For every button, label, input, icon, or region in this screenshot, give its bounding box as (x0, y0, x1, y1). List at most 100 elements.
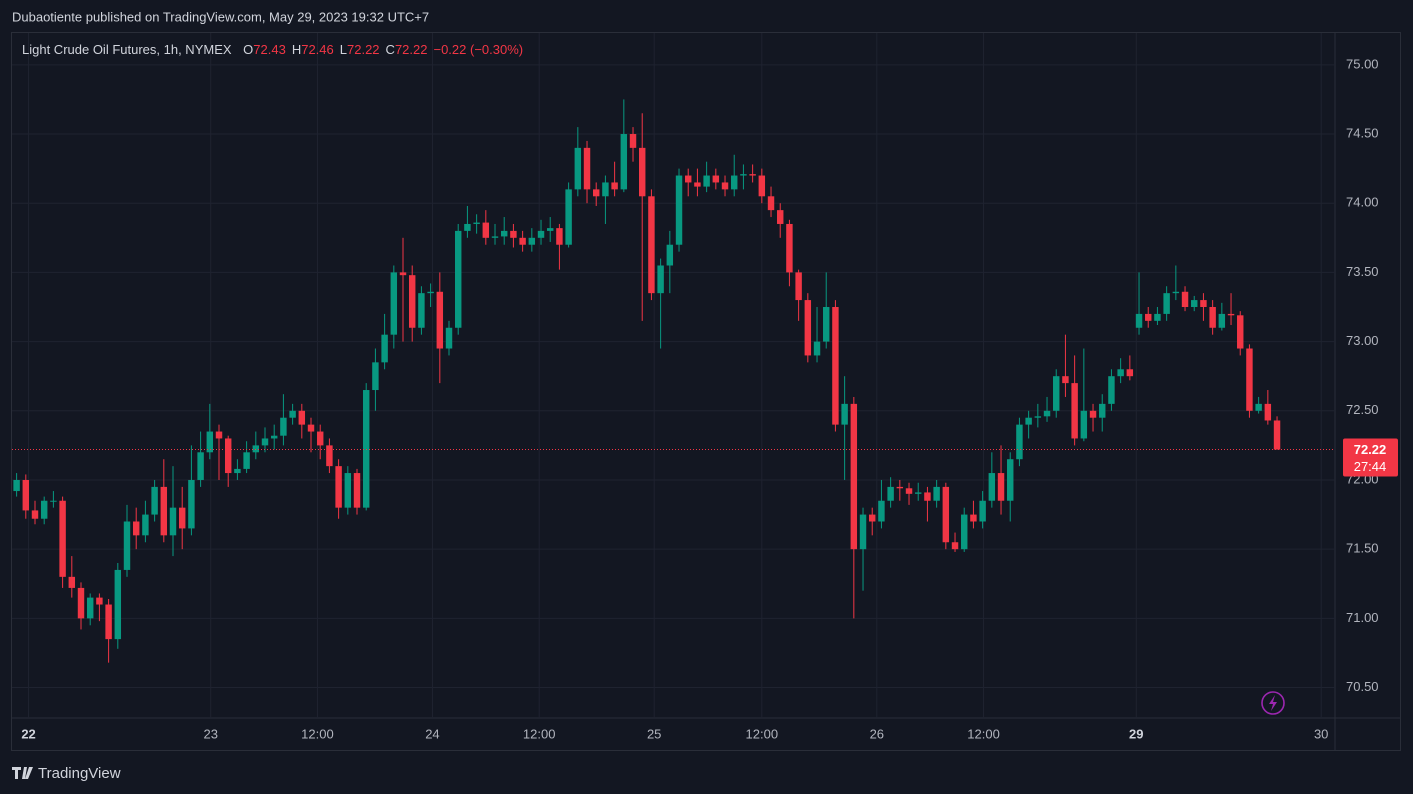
candle-body (942, 486, 950, 543)
candle-body (1218, 313, 1226, 328)
candle-body (997, 473, 1005, 501)
candle-body (850, 403, 858, 550)
x-tick-label: 12:00 (746, 726, 779, 741)
x-tick-label: 23 (203, 726, 217, 741)
candle-body (316, 431, 324, 446)
candle-body (261, 438, 269, 446)
candle-body (961, 514, 968, 550)
candle-body (326, 445, 333, 467)
candle-body (859, 514, 867, 550)
candle-body (31, 510, 39, 519)
candle-body (869, 514, 876, 522)
candle-body (804, 300, 812, 356)
candle-body (878, 500, 885, 522)
candle-body (142, 514, 149, 536)
candle-body (215, 431, 223, 439)
candle-body (22, 479, 30, 511)
candle-body (1200, 300, 1207, 307)
candle-body (151, 486, 158, 515)
candle-body (813, 341, 821, 356)
x-tick-label: 25 (647, 726, 661, 741)
candle-body (1246, 348, 1253, 411)
candle-body (454, 230, 462, 328)
candle-body (841, 403, 848, 425)
candle-body (381, 334, 388, 363)
candle-body (289, 410, 296, 418)
candle-body (169, 507, 177, 536)
legend-label: H (292, 42, 301, 57)
candle-body (1163, 293, 1170, 314)
candle-body (602, 182, 609, 197)
candle-body (1264, 403, 1272, 421)
candle-body (970, 514, 977, 522)
candle-body (519, 237, 526, 245)
candle-body (887, 486, 894, 501)
candle-body (1071, 383, 1078, 439)
candle-body (1089, 410, 1097, 418)
candle-body (298, 410, 306, 425)
candle-body (767, 196, 775, 211)
x-tick-label: 30 (1314, 726, 1328, 741)
legend-label: L (340, 42, 347, 57)
candle-body (1080, 410, 1088, 439)
candle-body (96, 597, 103, 605)
lightning-icon[interactable] (1261, 691, 1285, 715)
legend: Light Crude Oil Futures, 1h, NYMEX O72.4… (22, 42, 523, 57)
candle-body (537, 230, 545, 238)
candle-body (712, 175, 720, 183)
candle-body (1053, 376, 1060, 411)
candle-body (1145, 313, 1152, 321)
candle-body (1016, 424, 1023, 460)
candle-body (335, 466, 342, 508)
candle-body (740, 174, 747, 176)
legend-value: 72.22 (347, 42, 380, 57)
candle-body (473, 222, 480, 224)
candle-body (592, 189, 600, 197)
candle-body (905, 488, 913, 494)
candle-body (657, 265, 664, 294)
candle-body (86, 597, 94, 619)
candle-body (464, 223, 471, 231)
candle-body (1007, 459, 1014, 501)
candle-body (362, 390, 370, 508)
candle-body (795, 272, 802, 301)
candle-body (50, 500, 57, 502)
y-tick-label: 75.00 (1346, 56, 1379, 71)
y-tick-label: 73.50 (1346, 264, 1379, 279)
x-tick-label: 22 (21, 726, 35, 741)
candle-body (574, 147, 582, 190)
y-tick-label: 71.00 (1346, 610, 1379, 625)
candle-body (666, 244, 674, 266)
candle-body (988, 473, 996, 501)
candle-body (583, 147, 591, 190)
plot (12, 33, 1335, 718)
candle-body (408, 275, 416, 328)
candle-body (694, 182, 701, 187)
candle-body (197, 452, 204, 480)
candle-body (77, 587, 85, 619)
y-tick-label: 71.50 (1346, 541, 1379, 556)
candle-body (823, 307, 830, 342)
x-tick-label: 12:00 (967, 726, 1000, 741)
price-badge (1343, 438, 1398, 477)
brand-logo[interactable] (12, 767, 33, 779)
candle-body (565, 189, 572, 245)
symbol: Light Crude Oil Futures, 1h, NYMEX (22, 42, 232, 57)
candle-body (685, 175, 692, 183)
candle-body (1062, 376, 1069, 384)
candle-body (270, 435, 278, 439)
candle-body (832, 307, 839, 425)
candle-body (648, 196, 655, 294)
candle-body (105, 604, 112, 640)
publisher-line: Dubaotiente published on TradingView.com… (12, 9, 429, 24)
candle-body (896, 486, 904, 489)
candle-body (546, 228, 554, 231)
candle-body (40, 500, 48, 519)
y-tick-label: 74.50 (1346, 125, 1379, 140)
brand-name[interactable]: TradingView (38, 765, 121, 782)
candle-body (224, 438, 232, 474)
candle-body (510, 230, 517, 238)
candle-body (445, 327, 453, 349)
